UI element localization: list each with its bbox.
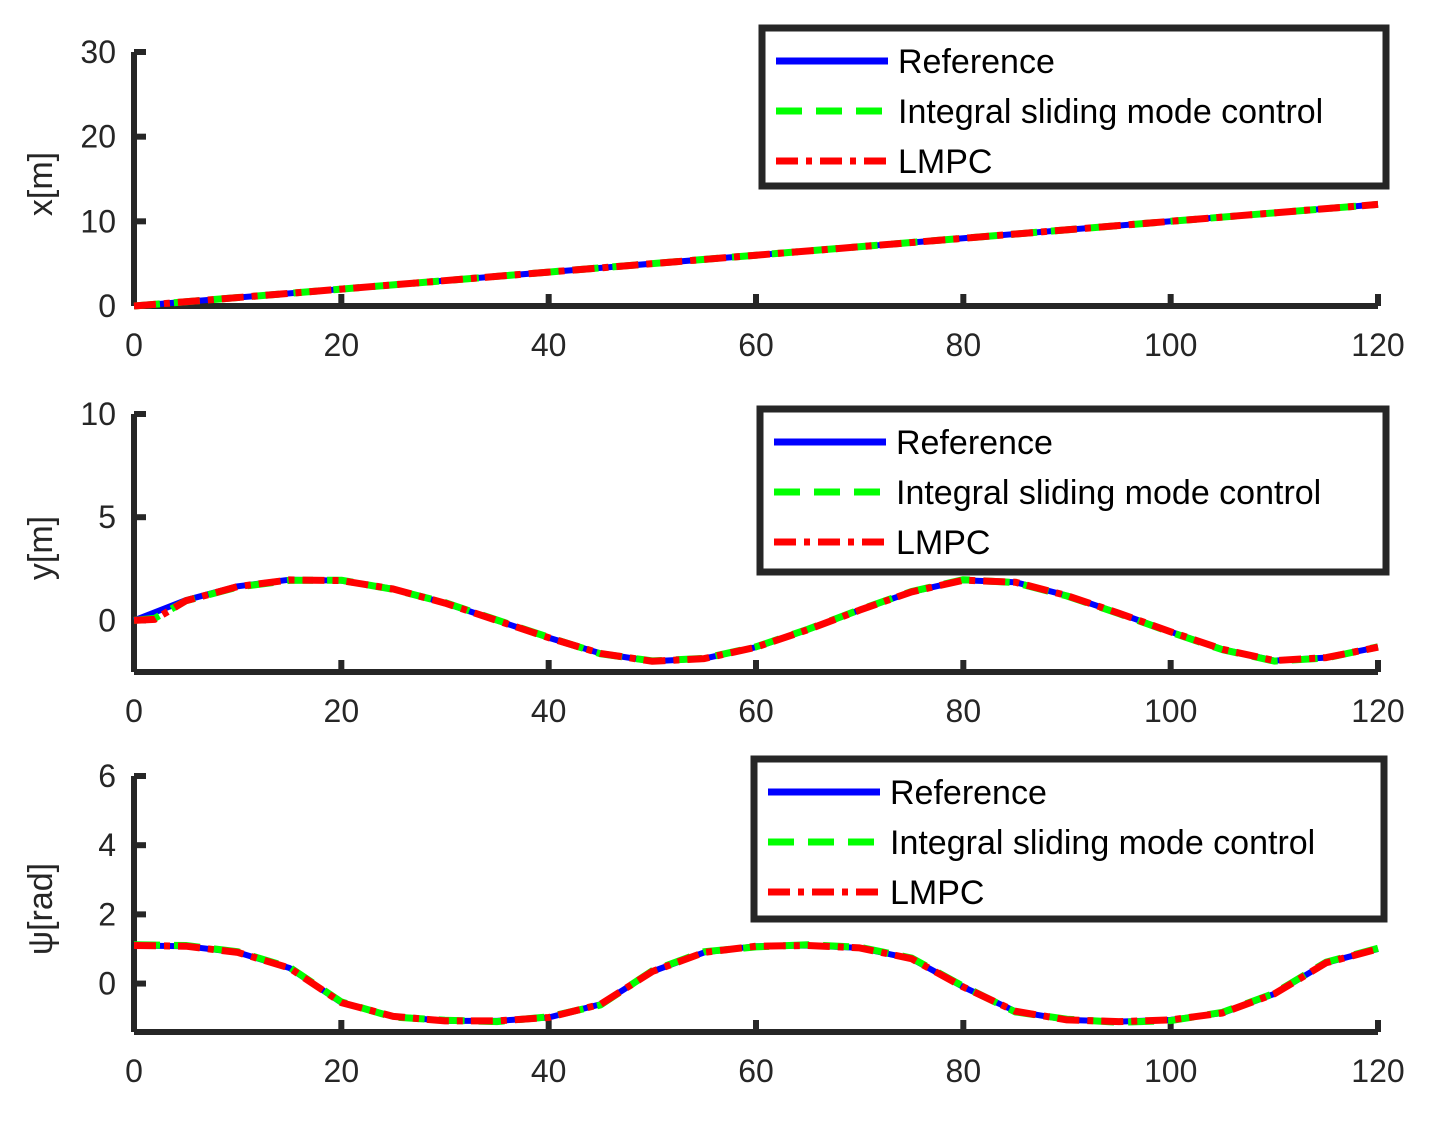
x-tick-label: 80 [946, 693, 982, 729]
legend-label: Reference [898, 43, 1055, 81]
y-axis-label: x[m] [22, 152, 60, 216]
subplot-1: 0 20 40 60 80 100 120 0 10 20 30 x[m] Reference Integ… [22, 24, 1405, 363]
x-tick-label: 120 [1351, 1053, 1404, 1089]
legend: Reference Integral sliding mode control LM… [758, 24, 1390, 190]
legend-label: Integral sliding mode control [898, 93, 1323, 131]
x-tick-label: 20 [324, 327, 360, 363]
x-tick-label: 60 [738, 693, 774, 729]
y-tick-label: 4 [98, 827, 116, 863]
x-tick-label: 0 [125, 327, 143, 363]
x-tick-label: 100 [1144, 693, 1197, 729]
series-line-3 [133, 576, 1379, 665]
x-tick-label: 120 [1351, 693, 1404, 729]
legend-label: LMPC [898, 143, 992, 181]
y-axis-label: ψ[rad] [22, 863, 60, 955]
series-line-2 [133, 576, 1379, 665]
legend-label: LMPC [896, 524, 990, 562]
x-tick-label: 40 [531, 1053, 567, 1089]
series-line-3 [133, 942, 1379, 1026]
legend-label: Integral sliding mode control [896, 474, 1321, 512]
series-line-2 [133, 941, 1379, 1026]
y-tick-label: 10 [80, 396, 116, 432]
x-tick-label: 120 [1351, 327, 1404, 363]
x-tick-label: 80 [946, 1053, 982, 1089]
subplot-3: 0 20 40 60 80 100 120 0 2 4 6 ψ[rad] Reference Integr… [22, 755, 1405, 1089]
x-tick-label: 80 [946, 327, 982, 363]
x-tick-label: 100 [1144, 327, 1197, 363]
subplot-2: 0 20 40 60 80 100 120 0 5 10 y[m] Reference Integral… [22, 396, 1405, 729]
x-tick-label: 20 [324, 693, 360, 729]
legend-label: LMPC [890, 874, 984, 912]
series-line-1 [133, 942, 1379, 1025]
y-tick-label: 20 [80, 119, 116, 155]
y-tick-label: 0 [98, 602, 116, 638]
legend: Reference Integral sliding mode control LM… [756, 405, 1390, 576]
x-tick-label: 20 [324, 1053, 360, 1089]
legend-label: Reference [890, 774, 1047, 812]
y-tick-label: 10 [80, 203, 116, 239]
legend-label: Integral sliding mode control [890, 824, 1315, 862]
x-tick-label: 0 [125, 1053, 143, 1089]
y-tick-label: 0 [98, 288, 116, 324]
y-axis-label: y[m] [22, 516, 60, 580]
y-tick-label: 5 [98, 499, 116, 535]
x-tick-label: 60 [738, 327, 774, 363]
y-tick-label: 2 [98, 896, 116, 932]
legend-label: Reference [896, 424, 1053, 462]
x-tick-label: 60 [738, 1053, 774, 1089]
x-tick-label: 40 [531, 327, 567, 363]
y-tick-label: 30 [80, 34, 116, 70]
y-tick-label: 6 [98, 758, 116, 794]
y-tick-label: 0 [98, 966, 116, 1002]
x-tick-label: 40 [531, 693, 567, 729]
x-tick-label: 100 [1144, 1053, 1197, 1089]
legend: Reference Integral sliding mode control LM… [750, 755, 1388, 923]
series-line-3 [133, 200, 1379, 310]
x-tick-label: 0 [125, 693, 143, 729]
